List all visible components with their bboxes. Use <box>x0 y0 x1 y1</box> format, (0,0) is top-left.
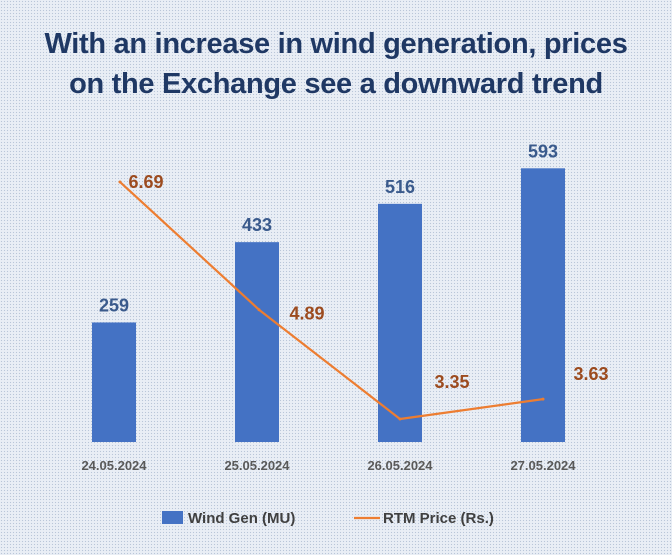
bar-4 <box>521 168 565 443</box>
bar-value-label-1: 259 <box>99 295 129 315</box>
price-value-label-4: 3.63 <box>573 364 608 384</box>
price-value-label-3: 3.35 <box>434 372 469 392</box>
price-line <box>119 181 544 421</box>
bar-value-label-3: 516 <box>385 177 415 197</box>
legend-label-wind-gen: Wind Gen (MU) <box>188 510 295 527</box>
price-line-series <box>118 180 545 421</box>
price-value-label-2: 4.89 <box>289 304 324 324</box>
price-point-3 <box>398 417 402 421</box>
price-point-2 <box>257 308 261 312</box>
x-tick-label-1: 24.05.2024 <box>81 458 147 473</box>
legend-label-rtm-price: RTM Price (Rs.) <box>383 510 494 527</box>
price-point-1 <box>118 180 122 184</box>
bar-value-label-2: 433 <box>242 215 272 235</box>
legend: Wind Gen (MU) RTM Price (Rs.) <box>162 510 494 527</box>
bar-2 <box>235 242 279 442</box>
x-tick-label-3: 26.05.2024 <box>367 458 433 473</box>
chart-title: With an increase in wind generation, pri… <box>0 24 672 104</box>
x-axis-tick-labels: 24.05.2024 25.05.2024 26.05.2024 27.05.2024 <box>81 458 576 473</box>
bar-3 <box>378 203 422 442</box>
chart-title-line-2: on the Exchange see a downward trend <box>69 68 603 100</box>
x-tick-label-2: 25.05.2024 <box>224 458 290 473</box>
bar-value-label-4: 593 <box>528 141 558 161</box>
bar-series <box>92 168 565 443</box>
bar-data-labels: 259 433 516 593 <box>99 141 558 315</box>
bar-1 <box>92 322 136 442</box>
legend-swatch-wind-gen <box>162 511 183 524</box>
price-point-4 <box>541 397 545 401</box>
price-value-label-1: 6.69 <box>128 172 163 192</box>
chart-title-line-1: With an increase in wind generation, pri… <box>44 28 628 60</box>
x-tick-label-4: 27.05.2024 <box>510 458 576 473</box>
price-data-labels: 6.69 4.89 3.35 3.63 <box>128 172 608 392</box>
